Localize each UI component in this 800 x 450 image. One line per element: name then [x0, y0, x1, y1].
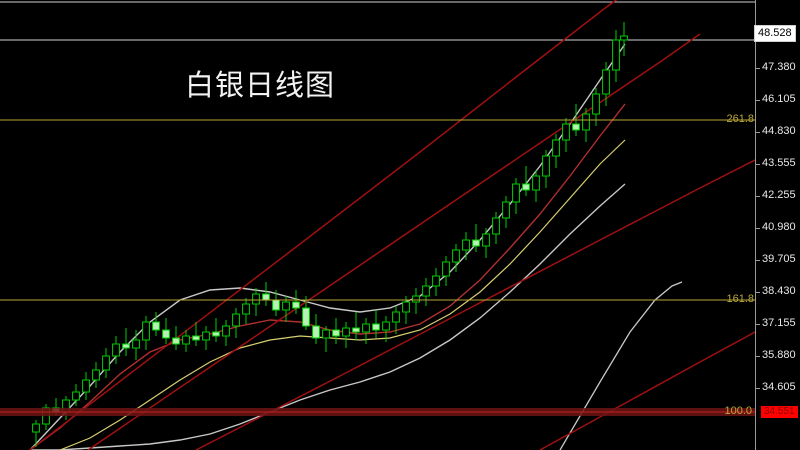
candle-body [472, 239, 480, 247]
candle-body [212, 331, 220, 337]
trendlines [29, 0, 755, 450]
current-price-tag: 48.528 [754, 25, 796, 42]
candle-body [162, 329, 170, 339]
bollinger-lower [30, 183, 626, 450]
axis-price-label: 46.105 [762, 93, 796, 105]
candle-body [222, 325, 230, 337]
axis-tick [756, 100, 760, 101]
candle-body [72, 391, 80, 401]
candle-body [342, 327, 350, 337]
candle-body [372, 323, 380, 331]
candle-body [552, 139, 560, 157]
axis-price-label: 39.705 [762, 253, 796, 265]
fib-label-261.8: 261.8 [726, 113, 754, 125]
axis-tick [756, 164, 760, 165]
axis-price-label: 35.880 [762, 349, 796, 361]
candle-body [102, 355, 110, 371]
candle-body [352, 327, 360, 333]
candle-body [122, 343, 130, 349]
aux-band-curve [559, 281, 683, 450]
candle-body [232, 313, 240, 327]
axis-tick [756, 68, 760, 69]
candle-body [152, 321, 160, 331]
candle-body [202, 331, 210, 341]
candle-body [322, 329, 330, 339]
candle-body [172, 337, 180, 345]
candle-body [482, 233, 490, 247]
candle-body [562, 123, 570, 141]
candle-body [522, 183, 530, 191]
price-axis[interactable]: 48.528 47.380 46.105 44.830 43.555 42.255 40.9… [754, 0, 800, 450]
candle-body [292, 301, 300, 309]
candle-body [302, 307, 310, 327]
bid-price-tag: 34.551 [761, 406, 798, 418]
candle-body [492, 217, 500, 235]
axis-price-label: 47.380 [762, 61, 796, 73]
axis-price-label: 40.980 [762, 221, 796, 233]
candle-body [532, 175, 540, 191]
axis-tick [756, 356, 760, 357]
trendline-2 [87, 33, 701, 450]
trendline-4 [539, 331, 755, 450]
candle-body [582, 113, 590, 131]
candle-body [462, 239, 470, 251]
axis-tick [756, 196, 760, 197]
candle-body [142, 321, 150, 341]
ma-slow [29, 103, 626, 450]
candle-body [392, 311, 400, 323]
candlestick-series [32, 22, 628, 447]
axis-tick [756, 132, 760, 133]
fib-label-100.0: 100.0 [724, 405, 752, 417]
chart-title: 白银日线图 [185, 68, 336, 102]
axis-tick [756, 260, 760, 261]
candle-body [252, 293, 260, 305]
fib-label-161.8: 161.8 [726, 293, 754, 305]
axis-price-label: 34.605 [762, 381, 796, 393]
candle-body [572, 123, 580, 131]
candle-body [432, 275, 440, 287]
candle-body [362, 323, 370, 333]
axis-price-label: 44.830 [762, 125, 796, 137]
axis-tick [756, 228, 760, 229]
candle-body [132, 339, 140, 349]
axis-price-label: 43.555 [762, 157, 796, 169]
axis-tick [756, 324, 760, 325]
chart-plot-area[interactable]: 白银日线图 [0, 0, 755, 450]
axis-tick [756, 388, 760, 389]
bollinger-upper [29, 43, 626, 450]
candle-body [332, 329, 340, 337]
candle-body [442, 261, 450, 277]
axis-price-label: 38.430 [762, 285, 796, 297]
candle-body [192, 335, 200, 341]
candle-body [512, 183, 520, 203]
axis-tick [756, 292, 760, 293]
candle-body [242, 303, 250, 315]
candle-body [422, 285, 430, 297]
candle-body [502, 201, 510, 219]
candle-body [92, 369, 100, 381]
trendline-3 [195, 159, 755, 450]
candle-body [542, 155, 550, 177]
candle-body [452, 249, 460, 263]
candle-body [602, 69, 610, 95]
bid-price-line [0, 408, 755, 416]
candle-body [412, 295, 420, 303]
candle-body [592, 93, 600, 115]
axis-price-label: 37.155 [762, 317, 796, 329]
candle-body [112, 343, 120, 357]
trendline-1 [29, 0, 618, 450]
candle-body [82, 379, 90, 393]
candle-body [382, 321, 390, 331]
candle-body [32, 423, 40, 433]
candle-body [282, 301, 290, 311]
indicator-overlays [29, 43, 683, 450]
candle-body [612, 39, 620, 71]
candle-body [182, 335, 190, 345]
candle-body [402, 301, 410, 313]
ma-fast [59, 139, 626, 450]
axis-price-label: 42.255 [762, 189, 796, 201]
candle-body [620, 35, 628, 41]
candle-body [312, 325, 320, 339]
